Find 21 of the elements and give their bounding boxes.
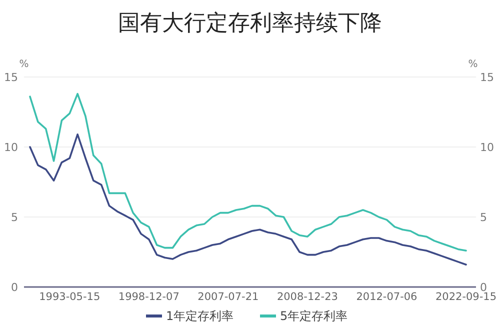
y-tick-label: 5: [11, 211, 18, 224]
y2-tick-label: 5: [480, 211, 487, 224]
legend-label: 5年定存利率: [280, 309, 348, 323]
y2-tick-label: 0: [480, 281, 487, 294]
x-tick-label: 1993-05-15: [39, 291, 100, 303]
x-tick-label: 2022-09-15: [435, 291, 497, 303]
x-tick-label: 1998-12-07: [118, 291, 180, 303]
y-tick-label: 0: [11, 281, 18, 294]
y2-axis-title: %: [468, 59, 478, 70]
line-series: [29, 134, 467, 266]
x-tick-label: 2012-07-06: [356, 291, 418, 303]
chart-title: 国有大行定存利率持续下降: [118, 11, 382, 36]
y-axis-title: %: [19, 59, 29, 70]
y2-tick-label: 15: [480, 71, 494, 84]
y-tick-label: 10: [4, 141, 18, 154]
legend-label: 1年定存利率: [166, 309, 234, 323]
x-tick-label: 2007-07-21: [198, 291, 259, 303]
x-tick-label: 2008-12-23: [276, 291, 338, 303]
y-tick-label: 15: [4, 71, 18, 84]
y2-tick-label: 10: [480, 141, 494, 154]
line-series: [29, 92, 467, 252]
